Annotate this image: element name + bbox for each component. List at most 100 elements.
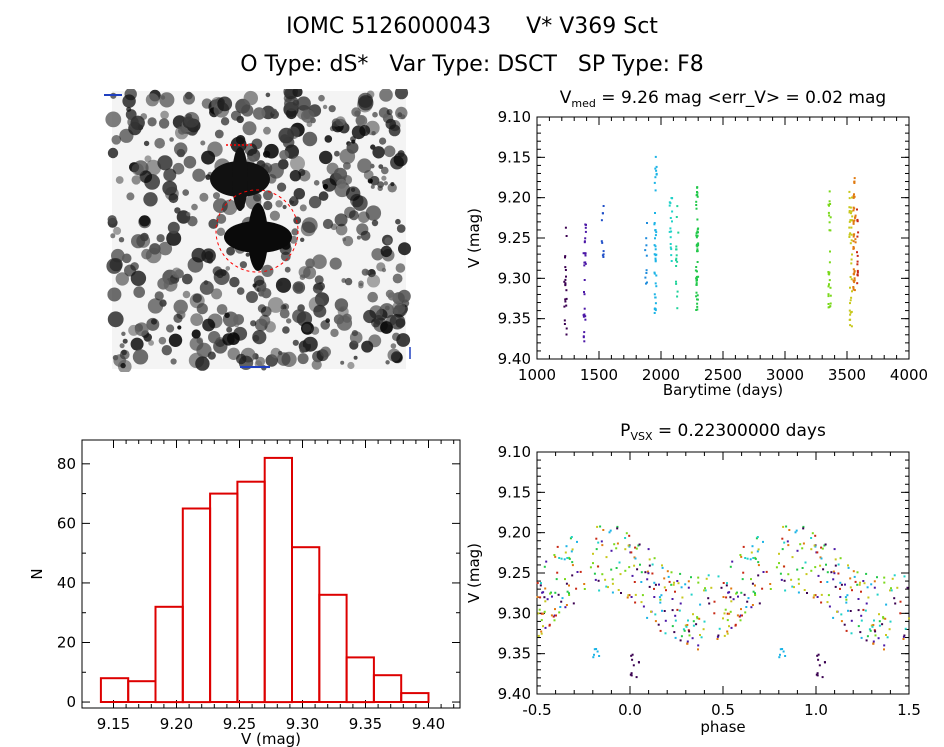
data-point	[570, 550, 573, 553]
data-point	[678, 609, 681, 612]
noise-blob	[122, 338, 128, 344]
noise-blob	[319, 150, 333, 165]
data-point	[802, 542, 805, 545]
noise-blob	[157, 277, 170, 290]
data-point	[837, 572, 840, 575]
data-point	[717, 634, 720, 637]
data-point	[742, 545, 745, 548]
data-point	[543, 565, 546, 568]
data-point	[788, 529, 791, 531]
data-point	[583, 293, 586, 296]
noise-blob	[358, 280, 364, 287]
data-point	[695, 234, 698, 237]
data-point	[729, 610, 732, 613]
noise-blob	[173, 313, 183, 323]
data-point	[746, 600, 749, 603]
data-point	[655, 274, 658, 277]
noise-blob	[365, 205, 382, 221]
noise-blob	[336, 315, 353, 331]
data-point	[540, 632, 543, 635]
data-point	[655, 165, 658, 168]
noise-blob	[324, 135, 333, 143]
data-point	[860, 590, 862, 593]
data-point	[565, 545, 568, 548]
noise-blob	[202, 318, 215, 332]
y-tick-label: 9.20	[498, 189, 531, 207]
variable-type: Var Type: DSCT	[389, 52, 557, 77]
data-point	[654, 254, 657, 257]
noise-blob	[286, 318, 292, 324]
data-point	[671, 625, 674, 628]
histogram-bar	[291, 546, 321, 703]
noise-blob	[346, 186, 361, 201]
data-point	[611, 582, 614, 585]
data-point	[642, 605, 645, 608]
data-point	[686, 640, 689, 643]
data-point	[697, 644, 700, 647]
data-point	[633, 556, 636, 559]
noise-blob	[333, 167, 348, 182]
data-point	[863, 582, 866, 585]
data-point	[699, 603, 702, 606]
data-point	[654, 212, 656, 214]
data-point	[856, 235, 859, 238]
data-point	[822, 568, 825, 571]
data-point	[676, 260, 679, 263]
noise-blob	[115, 176, 124, 184]
data-point	[583, 241, 586, 244]
data-point	[757, 561, 760, 564]
histogram-bar	[372, 674, 403, 703]
noise-blob	[381, 267, 387, 273]
data-point	[696, 616, 699, 619]
noise-blob	[300, 237, 305, 242]
data-point	[610, 568, 613, 571]
target-circle	[215, 189, 299, 273]
data-point	[616, 542, 619, 545]
data-point	[852, 246, 855, 248]
noise-blob	[174, 207, 181, 214]
data-point	[726, 632, 729, 635]
data-point	[765, 570, 768, 573]
data-point	[658, 596, 661, 599]
data-point	[893, 597, 896, 600]
data-point	[791, 556, 794, 559]
data-point	[671, 609, 674, 612]
data-point	[814, 566, 817, 569]
data-point	[670, 230, 673, 233]
star-id: IOMC 5126000043	[286, 14, 492, 39]
data-point	[865, 639, 868, 642]
noise-blob	[239, 261, 247, 269]
data-point	[847, 609, 849, 612]
data-point	[589, 566, 592, 569]
noise-blob	[351, 330, 358, 337]
noise-blob	[328, 105, 336, 113]
data-point	[695, 295, 698, 298]
data-point	[617, 589, 620, 591]
y-tick-label: 9.40	[498, 350, 531, 368]
data-point	[602, 529, 605, 531]
noise-blob	[299, 204, 307, 212]
noise-blob	[173, 299, 188, 314]
data-point	[827, 271, 830, 273]
data-point	[740, 555, 743, 558]
data-point	[853, 279, 856, 282]
noise-blob	[113, 226, 122, 235]
y-tick-label: 40	[57, 574, 76, 592]
data-point	[593, 648, 596, 651]
data-point	[727, 591, 730, 594]
data-point	[796, 568, 799, 571]
data-point	[576, 571, 579, 573]
data-point	[542, 625, 544, 628]
noise-blob	[263, 200, 273, 211]
data-point	[554, 591, 557, 594]
noise-blob	[322, 104, 328, 110]
data-point	[696, 230, 699, 233]
data-point	[695, 279, 698, 282]
data-point	[850, 210, 853, 213]
noise-blob	[396, 224, 406, 233]
data-point	[851, 589, 853, 592]
data-point	[583, 291, 585, 293]
data-point	[750, 551, 753, 554]
data-point	[873, 619, 875, 622]
noise-blob	[191, 203, 198, 211]
